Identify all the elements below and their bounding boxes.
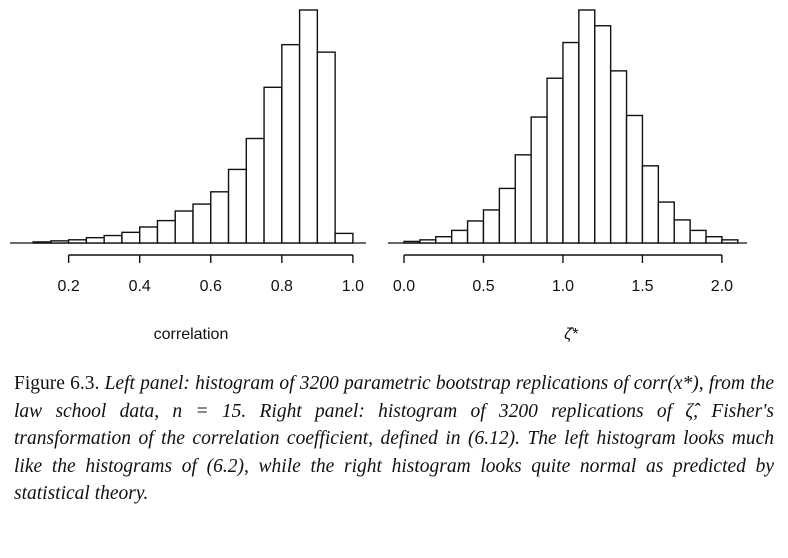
left-x-tick-label: 0.8 xyxy=(271,278,293,295)
right-histogram-bar xyxy=(530,116,548,244)
right-x-tick-label: 1.0 xyxy=(552,278,574,295)
right-x-axis-label: ζ̂* xyxy=(564,326,578,343)
left-histogram-bar xyxy=(50,240,70,244)
left-histogram-bar xyxy=(103,234,123,244)
right-histogram-bar xyxy=(403,240,421,244)
left-x-tick-label: 0.2 xyxy=(58,278,80,295)
left-histogram-bar xyxy=(192,203,212,244)
figure-histograms: 0.2 0.4 0.6 0.8 1.0 0.0 0.5 1.0 1.5 2.0 correlat… xyxy=(10,9,747,343)
left-x-tick-label: 1.0 xyxy=(342,278,364,295)
right-histogram-bar xyxy=(435,236,453,244)
right-x-tick-label: 2.0 xyxy=(711,278,733,295)
left-histogram-bar xyxy=(85,236,105,244)
left-histogram-bar xyxy=(121,231,141,244)
right-histogram-bar xyxy=(450,229,469,244)
right-histogram-bar xyxy=(673,219,691,244)
left-histogram-bar xyxy=(210,191,230,244)
right-histogram-bar xyxy=(705,236,723,244)
left-x-tick-label: 0.4 xyxy=(129,278,151,295)
left-histogram-panel: 0.2 0.4 0.6 0.8 1.0 xyxy=(10,9,366,295)
left-histogram-bar xyxy=(263,86,283,244)
right-histogram-bar xyxy=(482,209,501,244)
left-histogram-bar xyxy=(227,168,247,244)
right-x-tick-label: 0.5 xyxy=(472,278,494,295)
right-x-tick-label: 0.0 xyxy=(393,278,415,295)
right-histogram-bar xyxy=(562,41,580,244)
left-x-axis-label: correlation xyxy=(154,326,229,343)
right-histogram-bar xyxy=(546,77,564,244)
left-histogram-bar xyxy=(156,219,176,244)
caption-text: Left panel: histogram of 3200 parametric… xyxy=(14,373,774,504)
left-histogram-bar xyxy=(281,43,301,244)
left-histogram-bar xyxy=(32,241,52,244)
left-histogram-bar xyxy=(67,239,88,244)
right-histogram-bar xyxy=(514,154,532,244)
right-histogram-bar xyxy=(498,187,516,244)
right-histogram-bar xyxy=(657,201,675,244)
right-histogram-bar xyxy=(419,239,437,244)
right-histogram-bar xyxy=(721,239,739,244)
right-histogram-bar xyxy=(625,114,644,244)
right-histogram-bar xyxy=(641,165,660,244)
right-histogram-bar xyxy=(689,229,707,244)
left-histogram-bar xyxy=(316,51,336,244)
figure-caption: Figure 6.3. Left panel: histogram of 320… xyxy=(14,370,774,508)
right-histogram-bar xyxy=(609,70,628,244)
left-x-tick-label: 0.6 xyxy=(200,278,222,295)
right-histogram-bar xyxy=(594,25,612,244)
right-histogram-bar xyxy=(466,220,485,244)
left-histogram-bar xyxy=(245,137,265,244)
right-x-tick-label: 1.5 xyxy=(631,278,653,295)
caption-figure-number: Figure 6.3. xyxy=(14,373,100,394)
right-histogram-panel: 0.0 0.5 1.0 1.5 2.0 xyxy=(388,9,747,295)
left-histogram-bar xyxy=(139,226,159,244)
left-histogram-bar xyxy=(334,232,354,244)
left-histogram-bar xyxy=(298,9,319,244)
left-histogram-bar xyxy=(174,210,194,244)
right-histogram-bar xyxy=(578,9,596,244)
